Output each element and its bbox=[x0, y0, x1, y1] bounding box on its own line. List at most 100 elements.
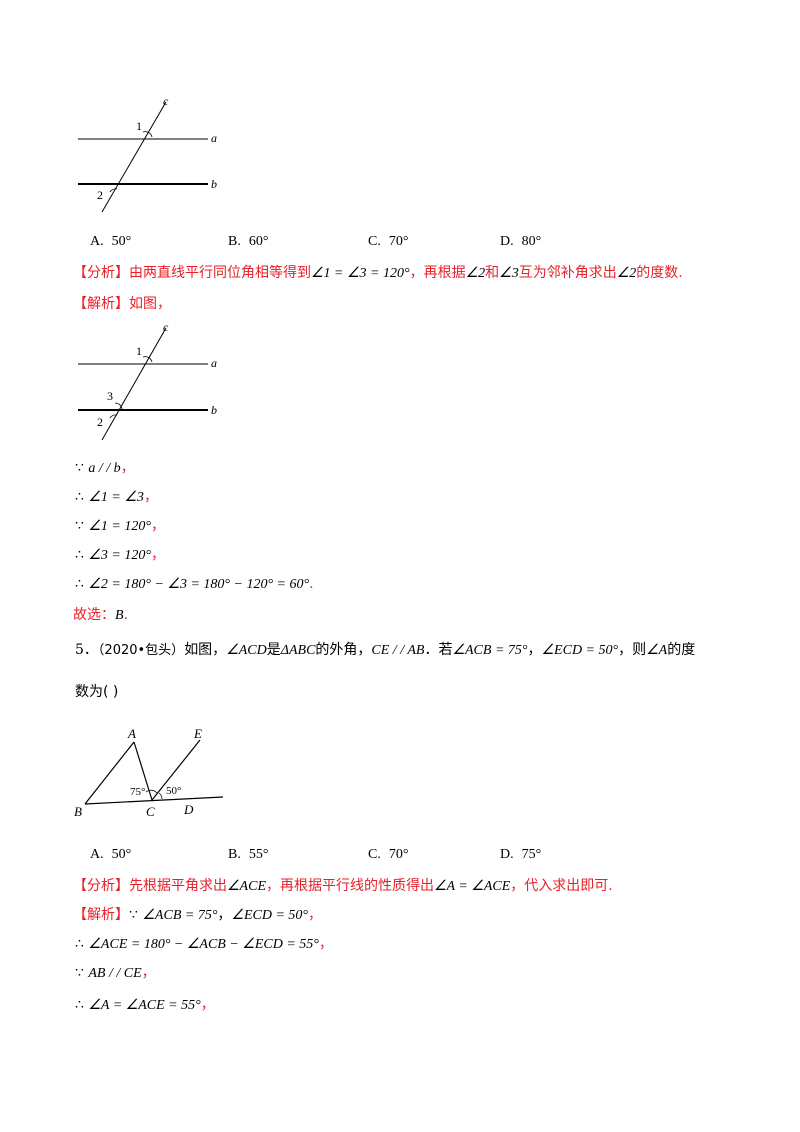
step-math: ∠1 = 120° bbox=[88, 519, 151, 534]
option-letter: B. bbox=[228, 234, 241, 249]
step-math: a / / b bbox=[88, 461, 121, 476]
option-value: 75° bbox=[521, 847, 542, 862]
option-value: 80° bbox=[521, 234, 542, 249]
step-punct: ， bbox=[141, 965, 156, 981]
angle-ecd-arc bbox=[158, 792, 163, 800]
line-c bbox=[101, 101, 167, 213]
question-number: 5． bbox=[75, 642, 98, 658]
solution-1-header: 【解析】如图， bbox=[73, 294, 171, 314]
option-value: 70° bbox=[388, 234, 409, 249]
option-value: 50° bbox=[111, 234, 132, 249]
question-text: 的度 bbox=[667, 642, 696, 658]
figure-parallel-lines-1: c 1 a b 2 bbox=[70, 92, 230, 222]
option-value: 50° bbox=[111, 847, 132, 862]
solution-2-header: 【解析】∵ ∠ACB = 75°，∠ECD = 50°， bbox=[73, 905, 322, 926]
step-line: ∴ ∠A = ∠ACE = 55°， bbox=[75, 995, 215, 1016]
option-letter: D. bbox=[500, 847, 514, 862]
option-a[interactable]: A. 50° bbox=[90, 846, 131, 863]
label-b: b bbox=[211, 403, 217, 417]
option-d[interactable]: D. 80° bbox=[500, 233, 541, 250]
angle-3-arc bbox=[114, 402, 123, 410]
step-punct: ， bbox=[143, 489, 158, 505]
step-symbol: ∴ bbox=[75, 936, 84, 952]
angle-2-arc bbox=[109, 188, 118, 193]
option-letter: B. bbox=[228, 847, 241, 862]
step-symbol: ∴ bbox=[75, 489, 84, 505]
step-math: ∠ACB = 75° bbox=[142, 908, 218, 923]
angle-acb-arc bbox=[145, 789, 158, 794]
line-bd bbox=[84, 796, 224, 805]
label-3: 3 bbox=[107, 389, 113, 403]
option-value: 60° bbox=[248, 234, 269, 249]
step-symbol: ∵ bbox=[129, 907, 138, 923]
option-c[interactable]: C. 70° bbox=[368, 233, 408, 250]
label-D: D bbox=[183, 802, 194, 817]
step-punct: ， bbox=[120, 460, 135, 476]
analysis-math: ∠A = ∠ACE bbox=[434, 879, 511, 894]
option-letter: D. bbox=[500, 234, 514, 249]
answer-1: 故选：B. bbox=[73, 605, 128, 626]
question-text: 的外角， bbox=[315, 642, 372, 658]
label-c: c bbox=[163, 94, 169, 108]
question-math: ∠ECD = 50° bbox=[541, 643, 619, 658]
angle-1-arc bbox=[142, 356, 153, 363]
option-c[interactable]: C. 70° bbox=[368, 846, 408, 863]
analysis-tag: 【分析】 bbox=[73, 878, 129, 894]
question-text: 如图， bbox=[184, 642, 227, 658]
step-symbol: ∵ bbox=[75, 518, 84, 534]
option-a[interactable]: A. 50° bbox=[90, 233, 131, 250]
label-75: 75° bbox=[130, 786, 145, 798]
label-E: E bbox=[193, 726, 202, 741]
question-math: ∠ACD bbox=[226, 643, 267, 658]
label-B: B bbox=[74, 804, 82, 819]
analysis-text: 和 bbox=[485, 265, 500, 281]
question-math: ∠ACB = 75° bbox=[452, 643, 528, 658]
question-5-line-1: 5．（2020•包头）如图，∠ACD是ΔABC的外角，CE / / AB．若∠A… bbox=[75, 639, 695, 659]
answer-punct: . bbox=[123, 607, 129, 623]
step-math: ∠ACE = 180° − ∠ACB − ∠ECD = 55° bbox=[88, 937, 319, 952]
option-letter: C. bbox=[368, 234, 381, 249]
answer-choice: B bbox=[115, 608, 124, 623]
label-1: 1 bbox=[136, 119, 142, 133]
option-b[interactable]: B. 60° bbox=[228, 233, 268, 250]
analysis-text: ，再根据 bbox=[409, 265, 466, 281]
label-c: c bbox=[163, 320, 169, 334]
step-math: ∠A = ∠ACE = 55° bbox=[88, 998, 201, 1013]
label-b: b bbox=[211, 177, 217, 191]
option-b[interactable]: B. 55° bbox=[228, 846, 268, 863]
label-50: 50° bbox=[166, 785, 181, 797]
label-2: 2 bbox=[97, 188, 103, 202]
analysis-math: ∠3 bbox=[499, 266, 519, 281]
line-ba bbox=[84, 741, 135, 805]
step-math: ∠ECD = 50° bbox=[231, 908, 309, 923]
question-math: ∠A bbox=[646, 643, 668, 658]
step-symbol: ∴ bbox=[75, 997, 84, 1013]
option-letter: A. bbox=[90, 234, 104, 249]
solution-tag: 【解析】 bbox=[73, 296, 129, 312]
analysis-text: 互为邻补角求出 bbox=[518, 265, 617, 281]
line-c bbox=[101, 327, 167, 441]
question-text: 是 bbox=[266, 642, 281, 658]
step-math: ∠2 = 180° − ∠3 = 180° − 120° = 60° bbox=[88, 577, 310, 592]
label-1: 1 bbox=[136, 344, 142, 358]
step-symbol: ∵ bbox=[75, 965, 84, 981]
analysis-math: ∠ACE bbox=[227, 879, 266, 894]
question-text: ， bbox=[527, 642, 542, 658]
options-row-2: A. 50° B. 55° C. 70° D. 75° bbox=[90, 846, 650, 868]
figure-triangle: A E 75° 50° B C D bbox=[70, 722, 230, 822]
analysis-math: ∠2 bbox=[465, 266, 486, 281]
answer-label: 故选： bbox=[73, 607, 115, 623]
step-punct: ， bbox=[150, 547, 165, 563]
option-letter: A. bbox=[90, 847, 104, 862]
label-2: 2 bbox=[97, 415, 103, 429]
analysis-text: 先根据平角求出 bbox=[129, 878, 227, 894]
step-line: ∴ ∠ACE = 180° − ∠ACB − ∠ECD = 55°， bbox=[75, 934, 333, 955]
step-punct: ， bbox=[318, 936, 333, 952]
step-line: ∴ ∠2 = 180° − ∠3 = 180° − 120° = 60°. bbox=[75, 574, 314, 595]
analysis-text: 由两直线平行同位角相等得到 bbox=[129, 265, 311, 281]
option-d[interactable]: D. 75° bbox=[500, 846, 541, 863]
analysis-math: ∠1 = ∠3 = 120° bbox=[311, 266, 410, 281]
label-a: a bbox=[211, 131, 217, 145]
solution-text: 如图， bbox=[129, 296, 171, 312]
